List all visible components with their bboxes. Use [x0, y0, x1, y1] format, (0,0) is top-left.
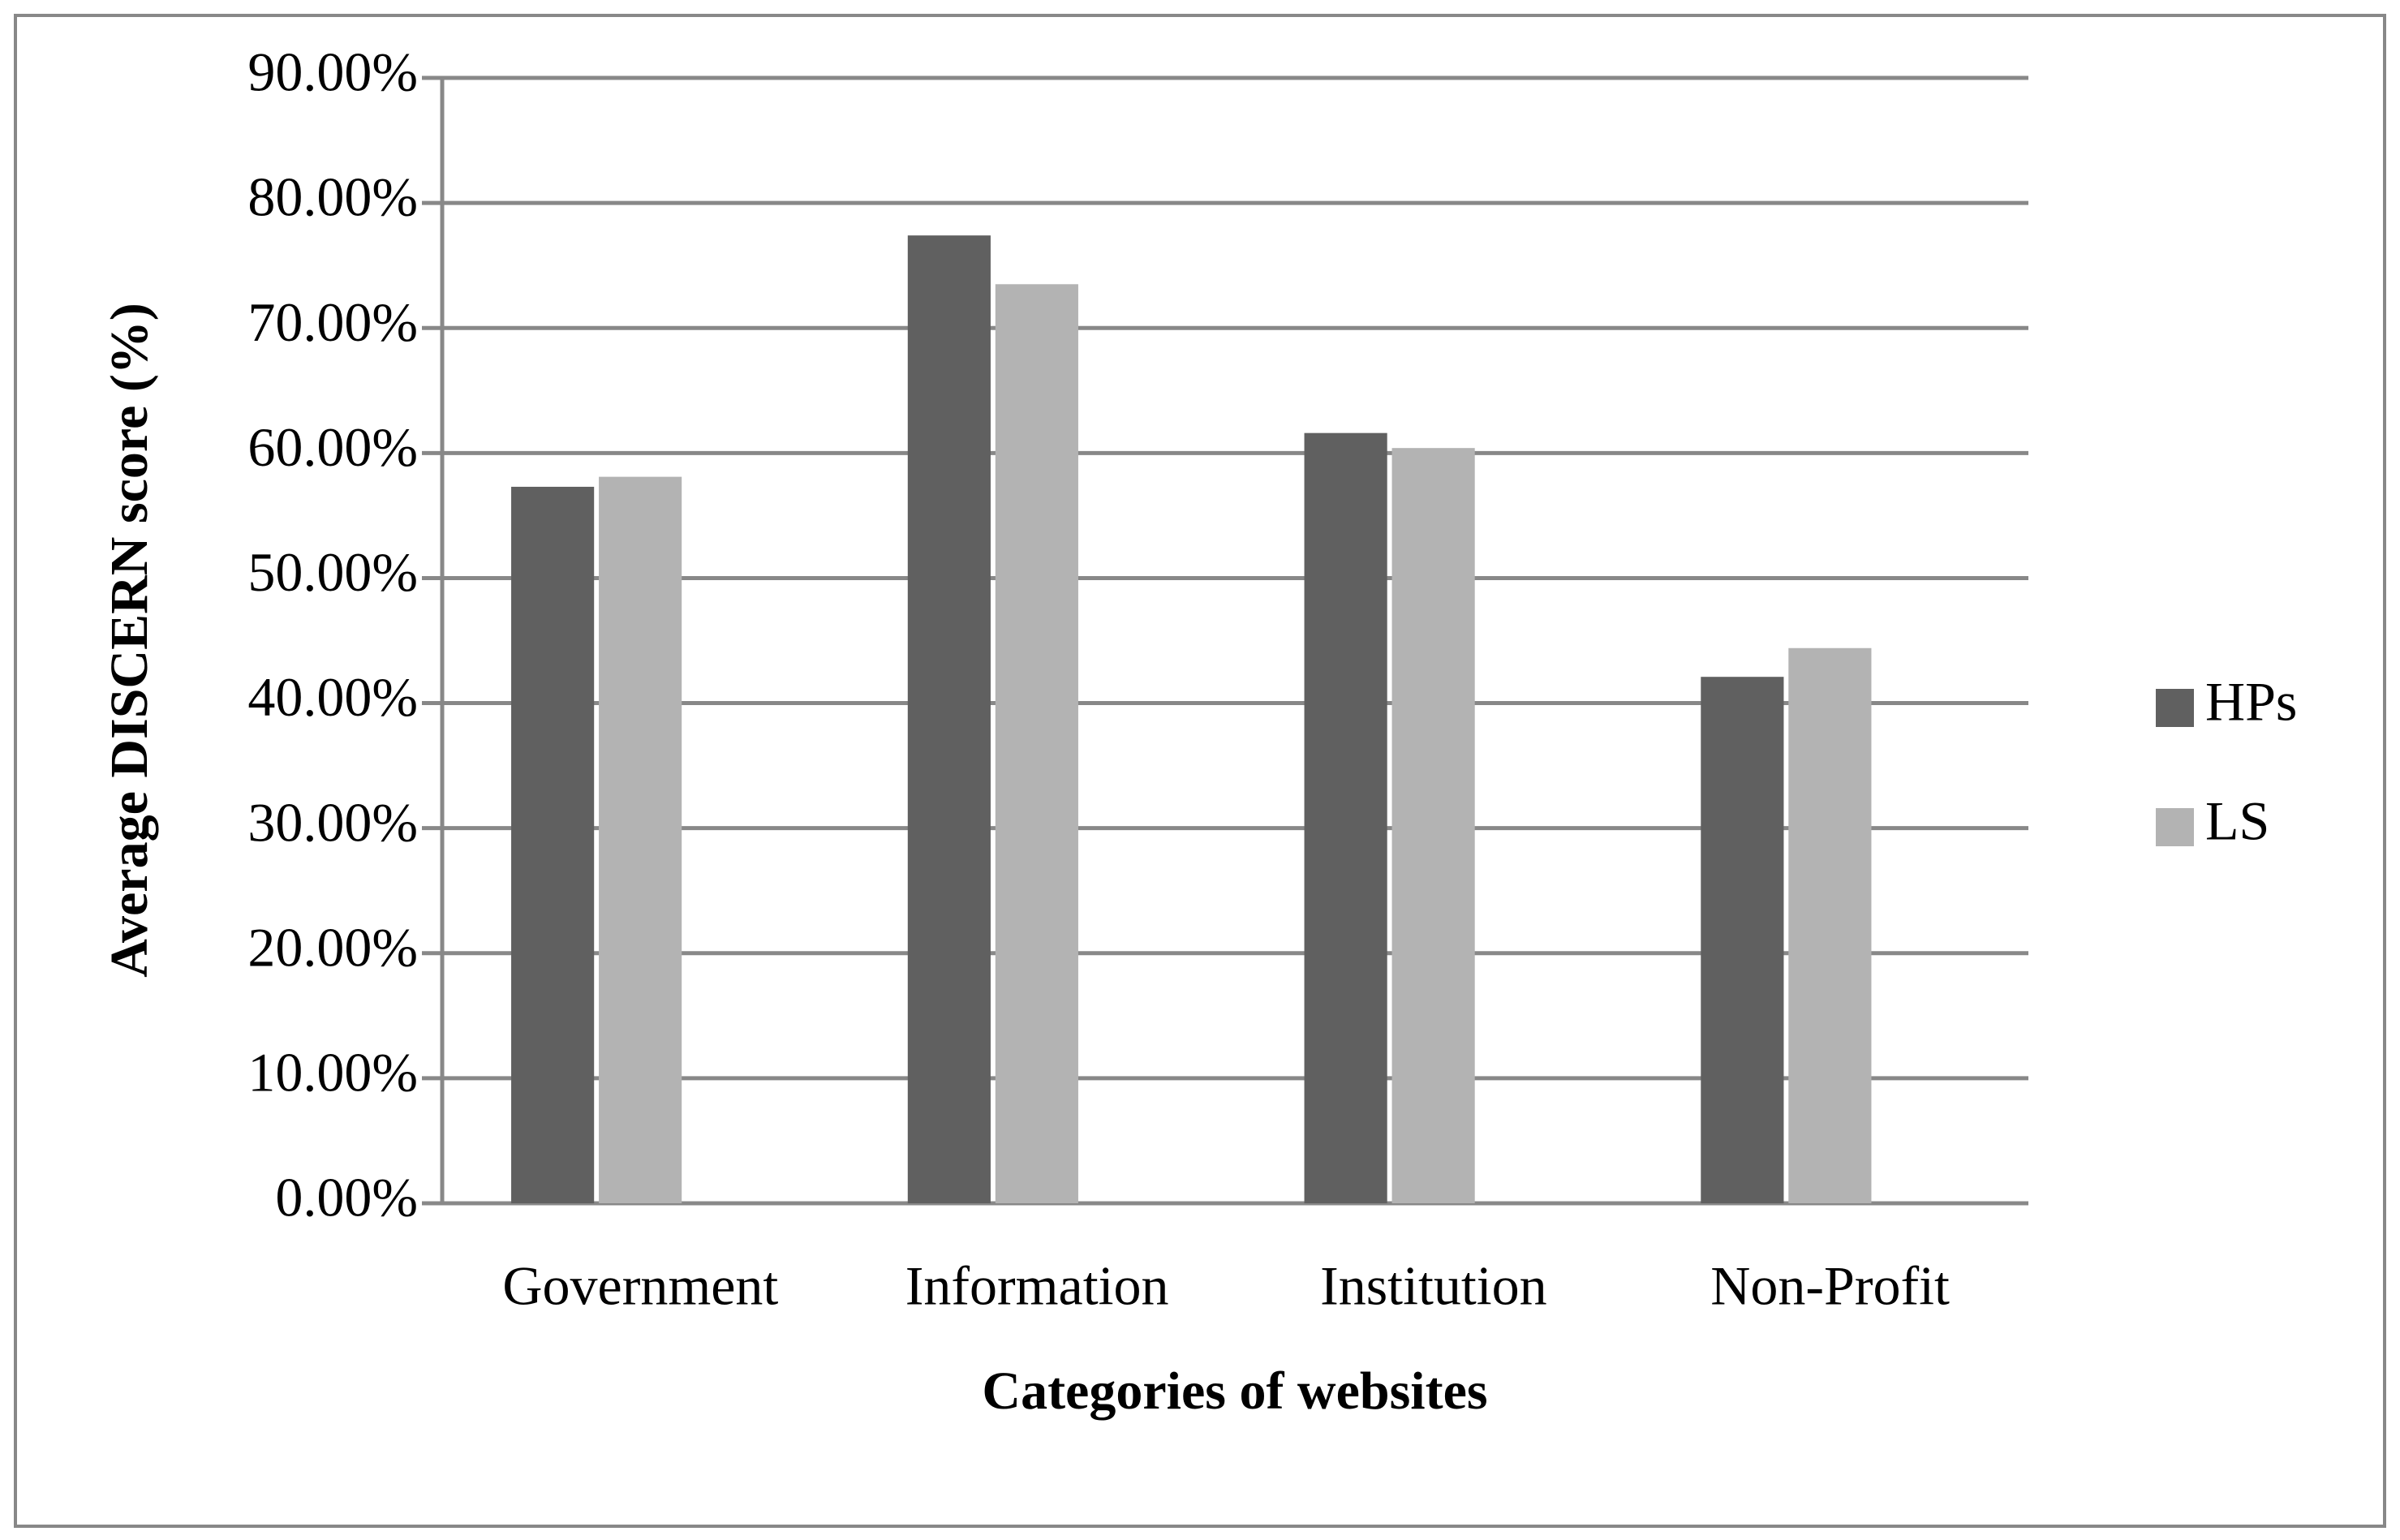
y-tick-label: 60.00% [247, 416, 418, 478]
x-tick-label: Information [905, 1255, 1169, 1317]
bar [1701, 677, 1784, 1203]
y-tick-label: 30.00% [247, 791, 418, 853]
bar [1391, 448, 1475, 1203]
bar [599, 476, 682, 1203]
y-tick-label: 0.00% [275, 1167, 418, 1228]
y-tick-label: 10.00% [247, 1041, 418, 1103]
bar [511, 486, 595, 1203]
y-tick-label: 70.00% [247, 291, 418, 353]
x-tick-label: Institution [1320, 1255, 1547, 1317]
bar [995, 284, 1078, 1203]
x-tick-label: Government [502, 1255, 778, 1317]
legend-swatch [2156, 808, 2194, 846]
x-axis-title: Categories of websites [982, 1361, 1487, 1421]
bar [1788, 647, 1872, 1203]
chart-frame [14, 14, 2386, 1528]
legend-swatch [2156, 689, 2194, 727]
y-axis-title: Average DISCERN score (%) [100, 303, 159, 978]
y-tick-label: 90.00% [247, 41, 418, 103]
y-tick-label: 50.00% [247, 541, 418, 603]
bar [1304, 432, 1387, 1203]
x-tick-label: Non-Profit [1710, 1255, 1950, 1317]
y-tick-label: 80.00% [247, 166, 418, 228]
legend-label: HPs [2205, 671, 2297, 733]
y-tick-label: 20.00% [247, 916, 418, 978]
bar [907, 235, 991, 1204]
legend-label: LS [2205, 790, 2269, 852]
y-tick-label: 40.00% [247, 666, 418, 728]
